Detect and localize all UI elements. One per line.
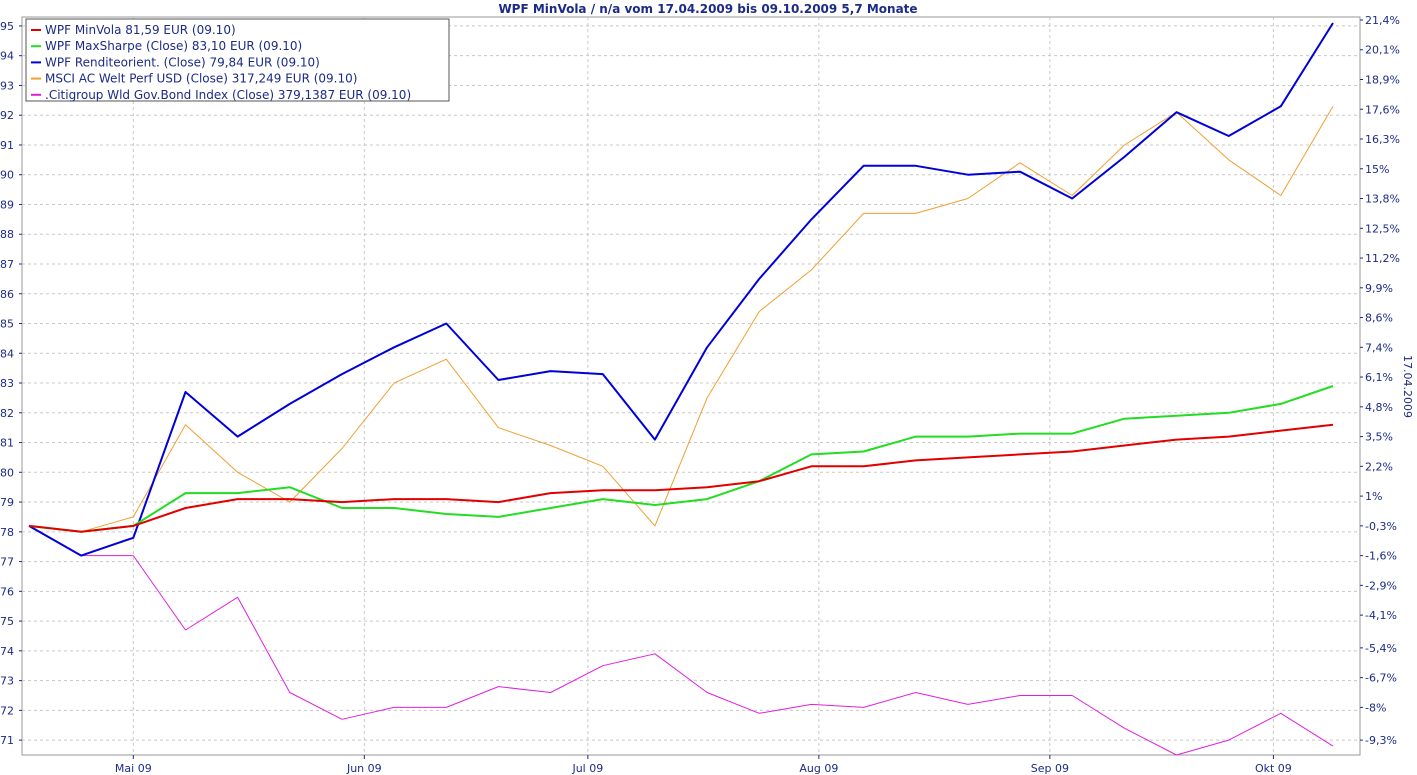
y-tick-right: 13,8% bbox=[1365, 193, 1400, 206]
y-tick-left: 80 bbox=[0, 466, 14, 479]
y-tick-right: -5,4% bbox=[1365, 642, 1397, 655]
y-tick-right: 7,4% bbox=[1365, 341, 1393, 354]
y-tick-right: -0,3% bbox=[1365, 520, 1397, 533]
y-tick-right: 1% bbox=[1365, 490, 1382, 503]
x-tick-label: Aug 09 bbox=[799, 762, 838, 775]
y-tick-right: 2,2% bbox=[1365, 460, 1393, 473]
y-axis-right: -9,3% -8% -6,7% -5,4% -4,1% -2,9% -1,6% -0,3% 1%… bbox=[1360, 14, 1400, 747]
y-tick-left: 86 bbox=[0, 288, 14, 301]
y-tick-right: -8% bbox=[1365, 701, 1386, 714]
x-axis: Mai 09 Jun 09 Jul 09 Aug 09 Sep 09 Okt 09 bbox=[115, 755, 1292, 775]
y-tick-left: 71 bbox=[0, 734, 14, 747]
series-line bbox=[28, 22, 1334, 557]
y-tick-left: 74 bbox=[0, 645, 14, 658]
y-tick-right: -9,3% bbox=[1365, 734, 1397, 747]
y-tick-left: 75 bbox=[0, 615, 14, 628]
right-axis-label: 17.04.2009 bbox=[1401, 355, 1414, 418]
y-tick-right: -1,6% bbox=[1365, 550, 1397, 563]
legend-label: WPF MaxSharpe (Close) 83,10 EUR (09.10) bbox=[45, 39, 302, 53]
y-tick-left: 93 bbox=[0, 79, 14, 92]
x-tick-label: Sep 09 bbox=[1031, 762, 1069, 775]
y-tick-left: 72 bbox=[0, 704, 14, 717]
y-tick-right: 17,6% bbox=[1365, 103, 1400, 116]
y-tick-right: 8,6% bbox=[1365, 312, 1393, 325]
y-tick-left: 76 bbox=[0, 585, 14, 598]
y-tick-right: 12,5% bbox=[1365, 222, 1400, 235]
y-tick-right: 21,4% bbox=[1365, 14, 1400, 27]
legend-label: MSCI AC Welt Perf USD (Close) 317,249 EU… bbox=[45, 72, 357, 86]
y-tick-left: 81 bbox=[0, 437, 14, 450]
legend-label: .Citigroup Wld Gov.Bond Index (Close) 37… bbox=[45, 88, 411, 102]
y-axis-left: 71 72 73 74 75 76 77 78 79 80 81 82 83 84 85 86 87 88 89 90… bbox=[0, 20, 22, 747]
legend-label: WPF MinVola 81,59 EUR (09.10) bbox=[45, 23, 236, 37]
y-tick-right: -6,7% bbox=[1365, 672, 1397, 685]
y-tick-left: 84 bbox=[0, 347, 14, 360]
y-tick-left: 83 bbox=[0, 377, 14, 390]
y-tick-right: -2,9% bbox=[1365, 579, 1397, 592]
y-tick-left: 85 bbox=[0, 318, 14, 331]
legend: WPF MinVola 81,59 EUR (09.10) WPF MaxShar… bbox=[25, 18, 450, 102]
y-tick-left: 92 bbox=[0, 109, 14, 122]
y-tick-left: 94 bbox=[0, 50, 14, 63]
y-tick-left: 91 bbox=[0, 139, 14, 152]
series-line bbox=[28, 423, 1334, 533]
y-tick-right: 15% bbox=[1365, 163, 1389, 176]
y-tick-right: 11,2% bbox=[1365, 252, 1400, 265]
y-tick-left: 73 bbox=[0, 675, 14, 688]
y-tick-right: 18,9% bbox=[1365, 73, 1400, 86]
y-tick-left: 79 bbox=[0, 496, 14, 509]
y-tick-left: 77 bbox=[0, 556, 14, 569]
chart-title: WPF MinVola / n/a vom 17.04.2009 bis 09.… bbox=[498, 2, 917, 16]
series-lines bbox=[28, 22, 1334, 756]
y-tick-left: 82 bbox=[0, 407, 14, 420]
y-tick-right: 20,1% bbox=[1365, 44, 1400, 57]
y-tick-right: -4,1% bbox=[1365, 609, 1397, 622]
y-tick-left: 87 bbox=[0, 258, 14, 271]
x-tick-label: Mai 09 bbox=[115, 762, 152, 775]
y-tick-right: 16,3% bbox=[1365, 133, 1400, 146]
grid bbox=[22, 17, 1360, 755]
x-tick-label: Okt 09 bbox=[1255, 762, 1292, 775]
series-line bbox=[28, 106, 1334, 533]
y-tick-left: 88 bbox=[0, 228, 14, 241]
y-tick-left: 90 bbox=[0, 169, 14, 182]
series-line bbox=[28, 385, 1334, 533]
y-tick-left: 89 bbox=[0, 198, 14, 211]
y-tick-right: 9,9% bbox=[1365, 282, 1393, 295]
series-line bbox=[28, 525, 1334, 756]
legend-box bbox=[25, 18, 450, 102]
y-tick-left: 95 bbox=[0, 20, 14, 33]
x-tick-label: Jun 09 bbox=[346, 762, 382, 775]
y-tick-left: 78 bbox=[0, 526, 14, 539]
y-tick-right: 4,8% bbox=[1365, 401, 1393, 414]
y-tick-right: 3,5% bbox=[1365, 431, 1393, 444]
legend-label: WPF Renditeorient. (Close) 79,84 EUR (09… bbox=[45, 55, 320, 69]
y-tick-right: 6,1% bbox=[1365, 371, 1393, 384]
x-tick-label: Jul 09 bbox=[571, 762, 603, 775]
plot-area bbox=[21, 16, 1361, 756]
